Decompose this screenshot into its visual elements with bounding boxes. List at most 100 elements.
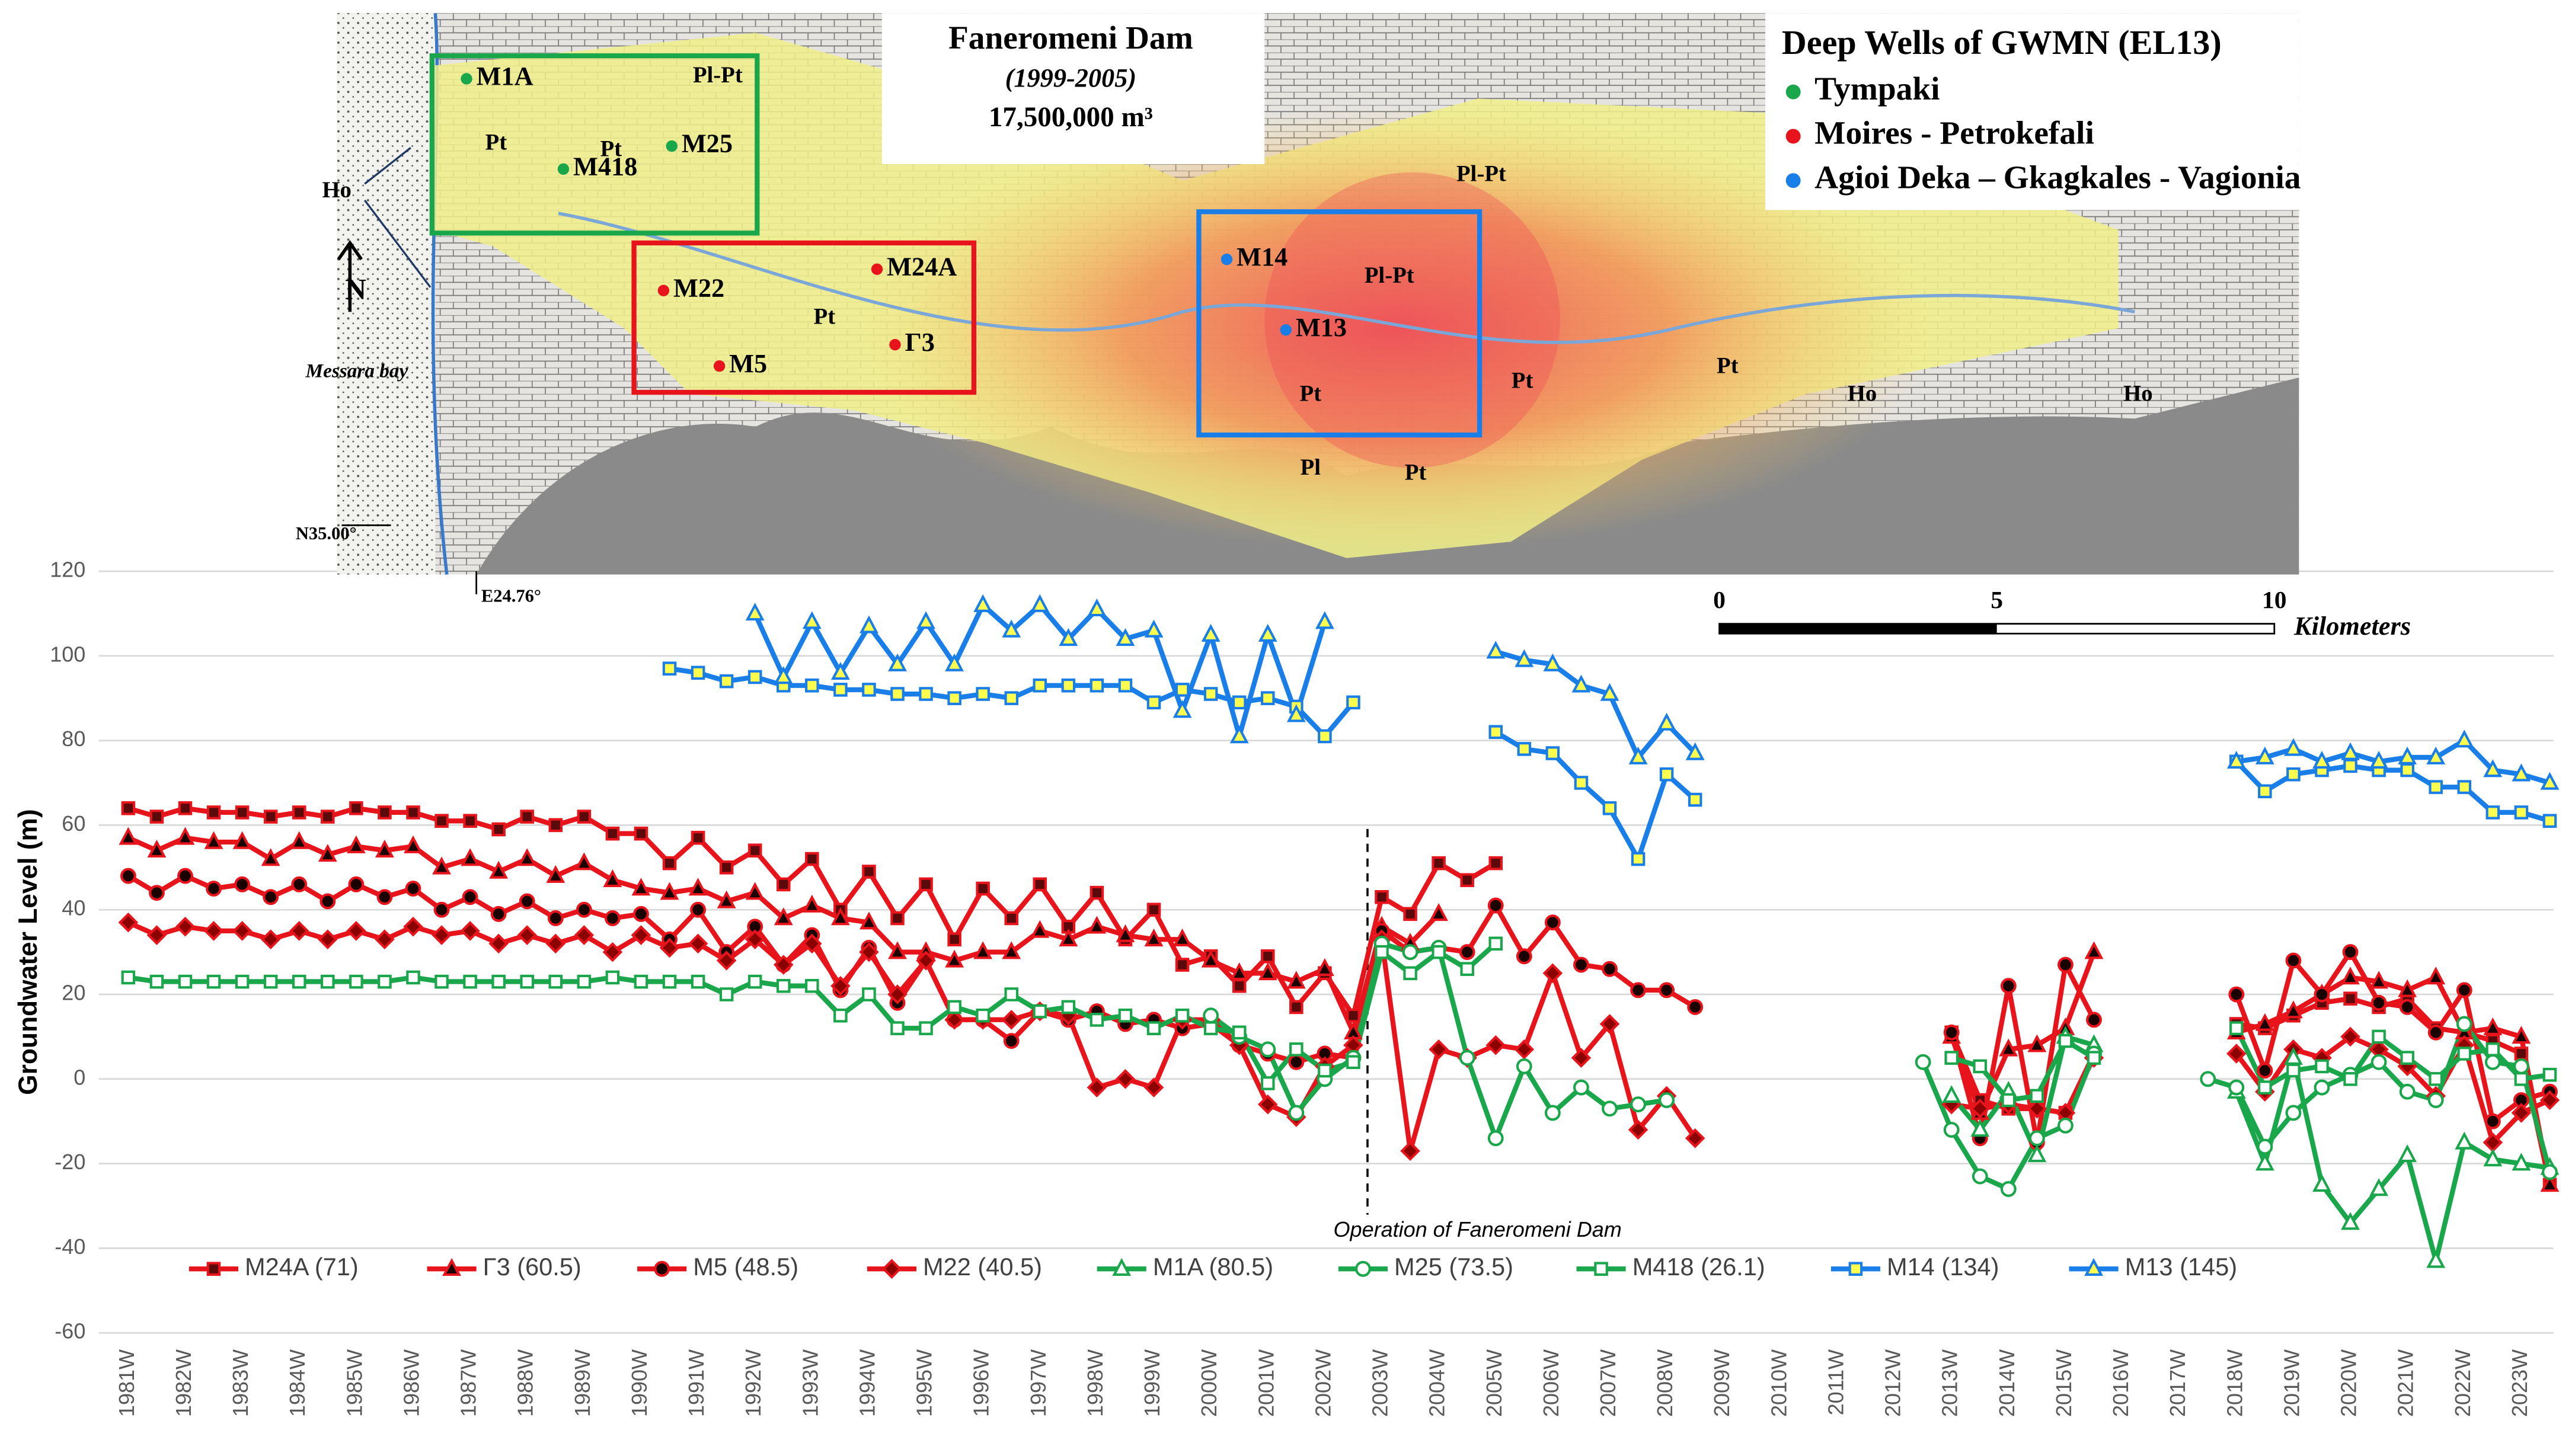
marker	[204, 831, 223, 849]
marker	[691, 665, 705, 680]
marker	[1286, 971, 1306, 989]
marker	[1257, 1094, 1278, 1115]
marker	[2086, 1012, 2102, 1028]
geology-label: Pt	[814, 303, 836, 329]
marker	[1118, 678, 1133, 693]
x-tick-label: 2000W	[1197, 1349, 1221, 1417]
marker	[2484, 1113, 2501, 1129]
marker	[919, 1021, 933, 1035]
marker	[1004, 691, 1018, 705]
marker	[1571, 674, 1591, 693]
x-tick-label: 1984W	[285, 1349, 309, 1417]
marker	[1346, 695, 1360, 710]
marker	[263, 974, 278, 989]
marker	[406, 970, 420, 985]
marker	[1943, 1024, 1960, 1041]
well-label: M1A	[477, 62, 533, 91]
marker	[346, 835, 366, 853]
geology-label: Pt	[1512, 367, 1534, 393]
marker	[890, 1021, 905, 1035]
y-tick-label: 120	[50, 557, 85, 581]
marker	[1488, 856, 1503, 871]
marker	[947, 932, 961, 946]
series-line	[127, 942, 2551, 1103]
marker	[745, 603, 765, 621]
marker	[1203, 687, 1218, 701]
marker	[662, 856, 677, 871]
marker	[1599, 1014, 1620, 1034]
legend-label: M418 (26.1)	[1632, 1253, 1765, 1281]
marker	[1459, 944, 1475, 961]
marker	[1061, 678, 1076, 693]
marker	[887, 984, 908, 1004]
marker	[1260, 691, 1275, 705]
scale-tick-label: 5	[1991, 586, 2003, 613]
x-tick-label: 1996W	[969, 1349, 993, 1417]
marker	[1116, 628, 1135, 646]
scale-tick-label: 10	[2262, 586, 2287, 613]
marker	[1403, 907, 1417, 921]
marker	[1112, 1257, 1132, 1276]
well	[1280, 324, 1292, 336]
marker	[149, 974, 164, 989]
marker	[1688, 792, 1702, 807]
marker	[2426, 967, 2446, 985]
marker	[1203, 1007, 1219, 1024]
marker	[1488, 725, 1503, 740]
marker	[2027, 1034, 2047, 1052]
marker	[830, 907, 850, 926]
marker	[318, 929, 338, 949]
marker	[631, 878, 651, 896]
marker	[1260, 949, 1275, 964]
marker	[1175, 958, 1190, 972]
map: Faneromeni Dam (1999-2005) 17,500,000 m³…	[296, 12, 2411, 641]
x-tick-label: 2007W	[1596, 1349, 1620, 1417]
marker	[2285, 952, 2302, 969]
legend-dot	[1785, 173, 1801, 188]
marker	[2229, 1021, 2244, 1035]
y-tick-label: 20	[62, 981, 85, 1005]
marker	[2343, 759, 2357, 773]
x-tick-label: 2013W	[1938, 1349, 1962, 1417]
marker	[149, 809, 164, 824]
marker	[776, 877, 791, 892]
marker	[1146, 1021, 1161, 1035]
x-tick-label: 2018W	[2222, 1349, 2247, 1417]
marker	[1232, 695, 1247, 710]
marker	[659, 937, 680, 958]
x-tick-label: 1997W	[1026, 1349, 1050, 1417]
marker	[292, 974, 306, 989]
marker	[2483, 759, 2503, 777]
x-tick-label: 2009W	[1710, 1349, 1734, 1417]
scale-unit: Kilometers	[2293, 612, 2411, 641]
marker	[348, 876, 365, 892]
marker	[2258, 1080, 2272, 1095]
marker	[574, 925, 595, 945]
marker	[292, 805, 306, 820]
marker	[1232, 1025, 1247, 1040]
geology-label: Pt	[1717, 353, 1739, 378]
well-label: Γ3	[905, 328, 935, 357]
marker	[488, 933, 509, 954]
marker	[2427, 1092, 2444, 1108]
legend-label: M14 (134)	[1887, 1253, 1999, 1281]
marker	[1143, 1077, 1164, 1097]
marker	[2457, 1047, 2472, 1061]
marker	[1033, 678, 1047, 693]
marker	[1286, 704, 1306, 722]
x-tick-label: 2023W	[2507, 1349, 2532, 1417]
geology-label: Ho	[1848, 380, 1877, 406]
marker	[1144, 928, 1164, 946]
x-tick-label: 1995W	[912, 1349, 937, 1417]
marker	[717, 890, 736, 908]
marker	[545, 933, 566, 954]
marker	[881, 1259, 902, 1279]
marker	[203, 921, 224, 941]
marker	[291, 876, 308, 892]
marker	[1486, 641, 1506, 659]
marker	[919, 877, 933, 892]
marker	[774, 907, 793, 926]
marker	[433, 901, 450, 918]
x-tick-label: 2002W	[1311, 1349, 1335, 1417]
marker	[1087, 598, 1107, 617]
